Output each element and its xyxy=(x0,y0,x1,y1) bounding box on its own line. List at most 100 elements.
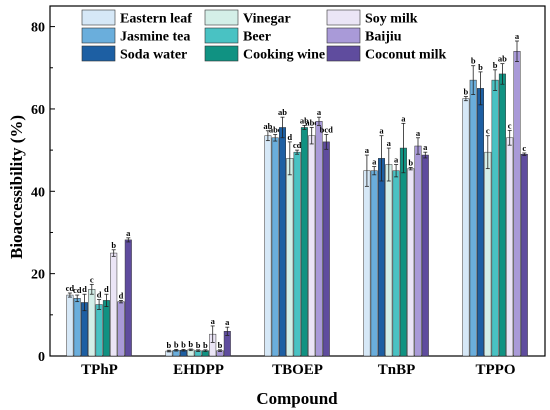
significance-label: d xyxy=(82,284,87,294)
bar xyxy=(421,154,429,357)
y-tick-label: 20 xyxy=(31,268,45,283)
bar xyxy=(286,158,294,357)
significance-label: a xyxy=(387,138,392,148)
significance-label: cd xyxy=(293,140,302,150)
legend-swatch xyxy=(81,27,116,44)
significance-label: a xyxy=(515,31,520,41)
bar xyxy=(95,304,103,357)
significance-label: ab xyxy=(263,121,272,131)
y-tick-label: 80 xyxy=(31,21,45,36)
significance-label: b xyxy=(167,340,172,350)
bar xyxy=(484,151,492,357)
bar xyxy=(300,127,308,357)
significance-label: a xyxy=(126,228,131,238)
significance-label: c xyxy=(90,274,94,284)
significance-label: a xyxy=(416,128,421,138)
legend-label: Soda water xyxy=(120,48,187,63)
bar xyxy=(513,51,521,357)
significance-label: d xyxy=(119,290,124,300)
significance-label: a xyxy=(225,317,230,327)
legend-swatch xyxy=(326,9,361,26)
legend-label: Beer xyxy=(243,30,271,45)
significance-label: b xyxy=(464,87,469,97)
bar xyxy=(520,153,528,357)
bar xyxy=(124,239,132,357)
significance-label: d xyxy=(287,132,292,142)
significance-label: abc xyxy=(269,124,282,134)
significance-label: ab xyxy=(300,115,309,125)
bar xyxy=(378,158,385,357)
significance-label: c xyxy=(486,126,490,136)
significance-label: b xyxy=(203,340,208,350)
significance-label: b xyxy=(174,339,179,349)
significance-label: d xyxy=(104,284,109,294)
significance-label: a xyxy=(423,142,428,152)
significance-label: abc xyxy=(305,117,318,127)
significance-label: a xyxy=(379,126,384,136)
legend-label: Soy milk xyxy=(365,12,418,27)
significance-label: b xyxy=(493,60,498,70)
x-tick-label: EHDPP xyxy=(173,362,224,378)
significance-label: a xyxy=(372,157,377,167)
x-tick-label: TnBP xyxy=(378,362,416,378)
bar xyxy=(110,252,118,357)
x-tick-label: TPhP xyxy=(81,362,118,378)
bar xyxy=(506,137,514,357)
significance-label: b xyxy=(218,340,223,350)
legend-label: Baijiu xyxy=(365,30,402,45)
bar xyxy=(315,121,323,357)
bar xyxy=(407,168,415,357)
bar xyxy=(399,147,407,357)
y-axis-title: Bioaccessibility (%) xyxy=(7,115,26,259)
y-tick-label: 60 xyxy=(31,103,45,118)
significance-label: cd xyxy=(73,285,82,295)
legend-swatch xyxy=(81,9,116,26)
legend-swatch xyxy=(326,27,361,44)
significance-label: b xyxy=(408,157,413,167)
bar xyxy=(279,127,286,357)
y-axis: 0 20 40 60 80 xyxy=(31,21,55,365)
significance-label: d xyxy=(97,290,102,300)
legend-swatch xyxy=(204,45,239,62)
x-axis-title: Compound xyxy=(256,389,338,408)
bar xyxy=(370,170,378,357)
bar xyxy=(414,145,422,357)
legend-label: Coconut milk xyxy=(365,48,447,63)
y-tick-label: 0 xyxy=(38,350,45,365)
legend-swatch xyxy=(326,45,361,62)
bar xyxy=(392,170,400,357)
bar xyxy=(385,164,393,357)
bar xyxy=(462,98,470,357)
bar xyxy=(117,301,125,357)
bar xyxy=(102,300,110,357)
legend-label: Eastern leaf xyxy=(120,12,192,27)
significance-label: b xyxy=(196,340,201,350)
bar xyxy=(293,151,301,357)
bar xyxy=(491,79,499,357)
bar xyxy=(73,298,81,357)
legend-label: Vinegar xyxy=(243,12,291,27)
significance-label: b xyxy=(188,339,193,349)
bar xyxy=(308,135,316,357)
significance-label: b xyxy=(111,240,116,250)
legend-swatch xyxy=(204,27,239,44)
bar xyxy=(271,137,279,357)
significance-label: b xyxy=(471,56,476,66)
bar xyxy=(66,294,74,357)
bar xyxy=(469,79,477,357)
bar xyxy=(498,73,506,357)
bar xyxy=(363,170,371,357)
legend-swatch xyxy=(204,9,239,26)
significance-label: cd xyxy=(66,283,75,293)
x-tick-label: TPPO xyxy=(476,362,516,378)
significance-label: bcd xyxy=(320,124,334,134)
x-tick-label: TBOEP xyxy=(272,362,323,378)
bar xyxy=(477,88,484,357)
significance-label: b xyxy=(478,62,483,72)
legend: Eastern leaf Jasmine tea Soda water Vinegar… xyxy=(81,9,447,63)
significance-label: a xyxy=(365,145,370,155)
significance-label: a xyxy=(211,316,216,326)
bar xyxy=(264,135,272,357)
